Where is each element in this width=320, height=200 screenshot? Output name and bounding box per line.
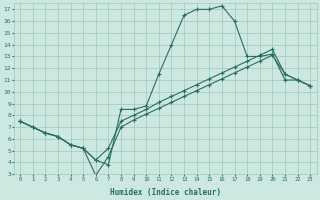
X-axis label: Humidex (Indice chaleur): Humidex (Indice chaleur) bbox=[110, 188, 220, 197]
